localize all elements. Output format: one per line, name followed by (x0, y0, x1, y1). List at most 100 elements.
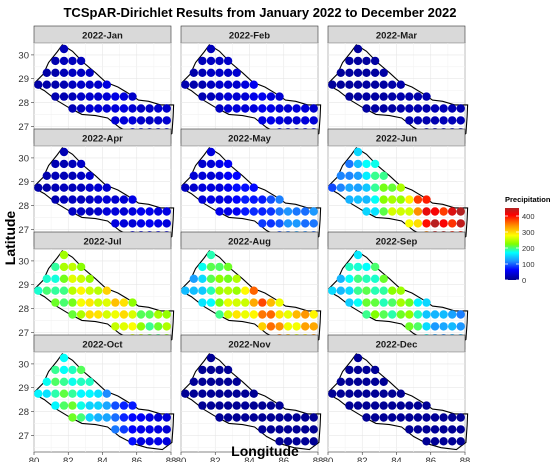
precip-point (249, 207, 258, 216)
precip-point (275, 413, 284, 422)
precip-point (215, 159, 224, 169)
precip-point (283, 413, 293, 422)
precip-point (275, 92, 284, 101)
precip-point (309, 116, 318, 125)
precip-point (215, 171, 224, 180)
precip-point (345, 183, 354, 192)
precip-point (266, 195, 276, 204)
panel-label: 2022-Aug (228, 237, 271, 248)
nepal-outline (328, 250, 469, 348)
point-layer (34, 44, 171, 137)
precip-point (283, 207, 293, 216)
precip-point (292, 104, 301, 113)
precip-point (215, 183, 224, 192)
precip-point (215, 92, 224, 101)
precip-point (111, 207, 120, 216)
y-tick-label: 27 (18, 225, 29, 236)
precip-point (396, 104, 405, 113)
precip-point (111, 195, 120, 204)
precip-point (258, 425, 267, 434)
y-tick-label: 27 (18, 431, 29, 442)
precip-point (94, 298, 103, 307)
precip-point (85, 195, 94, 204)
precip-point (292, 116, 301, 125)
precip-point (396, 413, 405, 422)
precip-point (232, 195, 241, 204)
precip-point (336, 68, 345, 78)
precip-point (336, 389, 345, 398)
precip-point (136, 104, 146, 113)
panel-label: 2022-Nov (228, 340, 271, 351)
precip-point (405, 195, 414, 204)
precip-point (430, 116, 440, 125)
precip-point (223, 171, 233, 180)
precip-point (94, 207, 103, 216)
precip-point (345, 286, 354, 295)
precip-point (422, 322, 431, 331)
precip-point (51, 262, 60, 272)
precip-point (76, 413, 86, 422)
precip-point (405, 219, 414, 228)
precip-point (249, 401, 258, 410)
precip-point (223, 68, 233, 78)
precip-point (154, 219, 163, 228)
precip-point (283, 116, 293, 125)
precip-point (85, 298, 94, 307)
precip-point (292, 322, 301, 331)
precip-point (388, 286, 397, 295)
precip-point (353, 92, 363, 101)
precip-point (94, 195, 103, 204)
precip-point (275, 425, 284, 434)
precip-point (283, 219, 293, 228)
precip-point (309, 322, 318, 331)
precip-point (94, 413, 103, 422)
precip-point (85, 171, 94, 180)
precip-point (68, 92, 77, 101)
precip-point (309, 437, 318, 446)
gridlines (33, 248, 172, 349)
precip-point (370, 159, 380, 169)
precip-point (309, 413, 318, 422)
precip-point (162, 219, 171, 228)
precip-point (370, 262, 380, 272)
precip-point (422, 104, 431, 113)
precip-point (215, 365, 224, 375)
precip-point (232, 377, 241, 386)
precip-point (328, 389, 337, 398)
precip-point (119, 219, 129, 228)
precip-point (379, 68, 388, 78)
legend-tick-label: 300 (522, 228, 535, 237)
precip-point (85, 80, 94, 89)
precip-point (51, 389, 60, 398)
x-axis-label: Longitude (231, 443, 299, 459)
precip-point (388, 104, 397, 113)
precip-point (136, 322, 146, 331)
precip-point (232, 401, 241, 410)
precip-point (215, 104, 224, 113)
precip-point (154, 437, 163, 446)
precip-point (336, 286, 345, 295)
precip-point (396, 207, 405, 216)
precip-point (379, 195, 388, 204)
panel-label: 2022-Jul (83, 237, 121, 248)
legend-tick-label: 400 (522, 212, 535, 221)
precip-point (223, 80, 233, 89)
point-layer (328, 44, 465, 137)
precip-point (396, 92, 405, 101)
precip-point (456, 310, 465, 319)
precip-point (68, 183, 77, 192)
precip-point (198, 274, 207, 283)
precip-point (292, 413, 301, 422)
precip-point (128, 116, 137, 125)
precip-point (388, 183, 397, 192)
precip-point (145, 425, 154, 434)
precip-point (379, 92, 388, 101)
precip-point (59, 298, 69, 307)
precip-point (206, 68, 216, 78)
precip-point (353, 377, 363, 386)
precip-point (85, 401, 94, 410)
precip-point (345, 68, 354, 78)
precip-point (68, 80, 77, 89)
panel-grid: 2022-Jan 27 28 29 30 2022-Feb 2022-Mar 2022-Apr… (18, 25, 470, 462)
precip-point (76, 171, 86, 180)
